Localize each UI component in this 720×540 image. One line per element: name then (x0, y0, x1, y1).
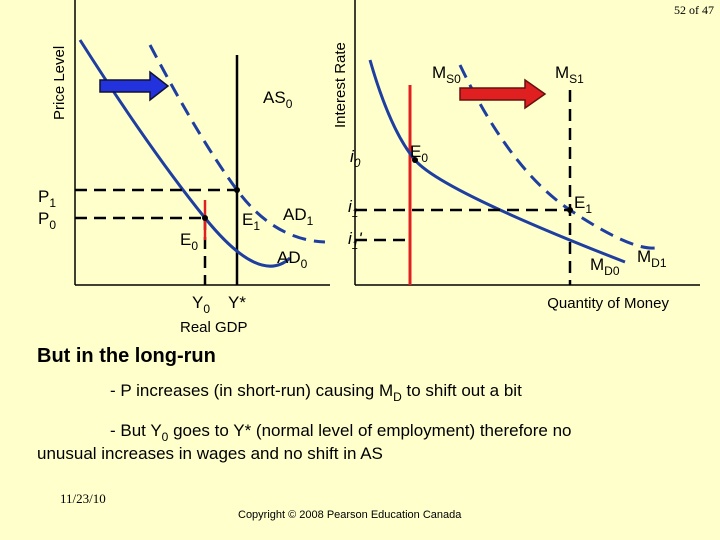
svg-text:- But Y0 goes to Y* (normal le: - But Y0 goes to Y* (normal level of emp… (110, 421, 572, 444)
x-axis-label: Quantity of Money (547, 295, 669, 312)
label: Y* (228, 293, 246, 312)
svg-text:AD0: AD0 (277, 248, 308, 271)
svg-text:E0: E0 (180, 230, 198, 253)
label-sub: 0 (301, 257, 308, 271)
x-axis-label: Real GDP (180, 319, 248, 336)
label: AS (263, 88, 286, 107)
label-sub: 1 (352, 238, 359, 252)
label-sub: 0 (203, 302, 210, 316)
svg-text:AS0: AS0 (263, 88, 293, 111)
label-sub: 0 (421, 151, 428, 165)
label-sub: 0 (286, 97, 293, 111)
bullet-text: to shift out a bit (402, 381, 522, 400)
label: E (574, 193, 585, 212)
label-prime: ' (358, 229, 362, 248)
left-diagram: Price Level AS0 AD1 AD0 P1 P0 E0 E1 Y0 Y… (38, 0, 330, 336)
label-sub: 0 (191, 239, 198, 253)
label-sub: 1 (49, 196, 56, 210)
bullet-text: unusual increases in wages and no shift … (37, 444, 383, 463)
svg-text:P0: P0 (38, 209, 56, 232)
svg-text:MS1: MS1 (555, 63, 584, 86)
svg-text:E0: E0 (410, 142, 428, 165)
label-sub: D1 (651, 256, 667, 270)
label: AD (283, 205, 307, 224)
bullet-text: - P increases (in short-run) causing M (110, 381, 393, 400)
label: P (38, 209, 49, 228)
label-sub: S1 (569, 72, 584, 86)
label: i (348, 197, 353, 216)
label: E (242, 210, 253, 229)
bullet-text: goes to Y* (normal level of employment) … (168, 421, 571, 440)
y-axis-label: Price Level (51, 46, 68, 120)
label: AD (277, 248, 301, 267)
label: M (590, 255, 604, 274)
svg-text:i0: i0 (350, 147, 361, 170)
svg-text:Y0: Y0 (192, 293, 210, 316)
label: P (38, 187, 49, 206)
svg-text:MS0: MS0 (432, 63, 461, 86)
label-sub: 1 (585, 202, 592, 216)
svg-text:E1: E1 (242, 210, 260, 233)
label-sub: 0 (49, 218, 56, 232)
svg-text:i1': i1' (348, 229, 362, 252)
svg-text:- P increases (in short-run) c: - P increases (in short-run) causing MD … (110, 381, 522, 404)
date: 11/23/10 (60, 491, 106, 506)
label-sub: 1 (307, 214, 314, 228)
y-axis-label: Interest Rate (332, 42, 349, 128)
label: i (348, 229, 353, 248)
label: M (432, 63, 446, 82)
label-sub: 1 (253, 219, 260, 233)
label: E (180, 230, 191, 249)
svg-text:P1: P1 (38, 187, 56, 210)
right-diagram: Interest Rate MS0 MS1 i0 E0 i1 E1 i1' MD… (332, 0, 700, 312)
svg-text:MD1: MD1 (637, 247, 667, 270)
bullet-sub: D (393, 390, 402, 404)
label: M (637, 247, 651, 266)
label-sub: 0 (354, 156, 361, 170)
bullet-text: - But Y (110, 421, 162, 440)
svg-text:E1: E1 (574, 193, 592, 216)
copyright: Copyright © 2008 Pearson Education Canad… (238, 509, 462, 521)
svg-text:i1: i1 (348, 197, 358, 220)
svg-text:AD1: AD1 (283, 205, 314, 228)
page-number: 52 of 47 (674, 3, 714, 17)
label-sub: S0 (446, 72, 461, 86)
label: E (410, 142, 421, 161)
label: i (350, 147, 355, 166)
heading: But in the long-run (37, 345, 216, 367)
label-sub: 1 (352, 206, 359, 220)
bullet-sub: 0 (162, 430, 169, 444)
label-sub: D0 (604, 264, 620, 278)
label: Y (192, 293, 203, 312)
svg-text:MD0: MD0 (590, 255, 620, 278)
label: M (555, 63, 569, 82)
